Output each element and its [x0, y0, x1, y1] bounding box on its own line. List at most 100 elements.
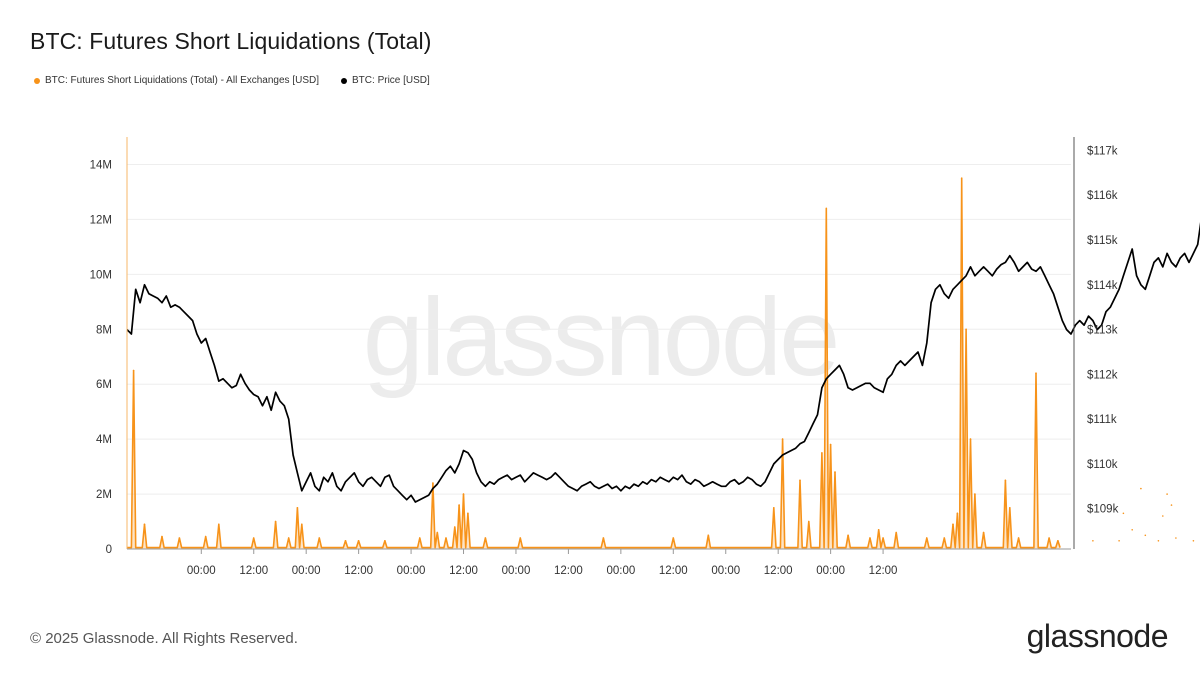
- x-tick-label: 12:00: [869, 565, 898, 577]
- liquidation-spike-point: [943, 537, 946, 539]
- price-point: [760, 485, 762, 487]
- price-point: [253, 394, 255, 395]
- price-point: [1031, 268, 1033, 270]
- price-point: [795, 447, 797, 449]
- liquidation-spike-point: [301, 523, 303, 526]
- price-point: [900, 360, 902, 362]
- price-point: [1166, 252, 1168, 254]
- legend-item-liquidations[interactable]: BTC: Futures Short Liquidations (Total) …: [34, 75, 319, 86]
- price-point: [318, 490, 320, 492]
- price-point: [362, 485, 364, 487]
- y-right-tick-label: $113k: [1087, 325, 1118, 337]
- liquidation-spike-point: [1017, 537, 1020, 539]
- price-point: [441, 476, 443, 478]
- liquidation-spike-point: [318, 537, 321, 539]
- liquidation-spike-point: [773, 507, 775, 509]
- price-point: [1144, 288, 1146, 290]
- price-point: [725, 485, 727, 487]
- price-point: [873, 387, 875, 389]
- liquidation-spike-point: [1175, 537, 1177, 539]
- price-point: [183, 311, 185, 313]
- price-point: [1118, 288, 1120, 290]
- y-right-tick-label: $117k: [1087, 145, 1118, 157]
- price-point: [471, 458, 473, 460]
- liquidation-area: [127, 178, 1061, 549]
- price-point: [589, 481, 591, 483]
- x-tick-label: 12:00: [659, 565, 688, 577]
- price-point: [178, 306, 180, 308]
- y-left-tick-label: 4M: [96, 434, 112, 446]
- liquidation-spike-point: [1192, 540, 1195, 542]
- y-left-tick-label: 2M: [96, 489, 112, 501]
- y-left-tick-label: 10M: [90, 269, 112, 281]
- liquidation-spike-point: [1057, 540, 1059, 542]
- price-point: [585, 483, 587, 485]
- price-point: [419, 499, 421, 501]
- price-point: [1136, 275, 1138, 277]
- price-point: [187, 315, 189, 317]
- price-series: [126, 221, 1200, 503]
- price-point: [410, 494, 412, 496]
- price-point: [764, 481, 766, 483]
- price-point: [921, 364, 923, 366]
- price-point: [515, 476, 517, 478]
- price-point: [550, 476, 552, 478]
- chart-plot[interactable]: glassnode 0 2M 4M 6M 8M 10M 12M 14M $109k $110k $1…: [0, 0, 1200, 600]
- y-right-tick-label: $110k: [1087, 459, 1118, 471]
- liquidation-spike-point: [357, 540, 360, 542]
- x-tick-label: 00:00: [292, 565, 321, 577]
- liquidation-spike-point: [672, 537, 675, 539]
- price-point: [948, 297, 950, 299]
- price-point: [707, 483, 709, 485]
- price-point: [1096, 329, 1098, 331]
- price-point: [458, 463, 460, 465]
- price-point: [1175, 266, 1177, 268]
- price-point: [506, 474, 508, 476]
- price-point: [161, 302, 163, 304]
- liquidation-spike-point: [519, 537, 522, 539]
- price-point: [192, 320, 194, 322]
- y-right-tick-label: $116k: [1087, 190, 1118, 202]
- liquidation-spike-point: [287, 537, 290, 539]
- price-point: [803, 441, 805, 442]
- y-left-tick-label: 8M: [96, 324, 112, 336]
- price-point: [825, 378, 827, 380]
- y-right-tick-label: $114k: [1087, 280, 1118, 292]
- price-point: [541, 476, 543, 478]
- price-point: [838, 364, 840, 366]
- price-point: [240, 373, 242, 375]
- liquidation-spike-point: [1157, 540, 1160, 542]
- price-point: [218, 380, 220, 382]
- liquidation-line: [127, 177, 1061, 549]
- liquidation-spike-point: [296, 507, 299, 509]
- liquidation-spike-point: [1122, 512, 1125, 515]
- price-point: [296, 472, 298, 474]
- price-point: [720, 485, 722, 487]
- price-point: [1088, 315, 1089, 317]
- glassnode-logo[interactable]: glassnode: [1026, 618, 1169, 654]
- price-point: [292, 454, 294, 456]
- price-point: [891, 373, 893, 375]
- liquidation-spike-point: [1166, 493, 1168, 495]
- price-point: [554, 472, 556, 474]
- price-point: [432, 488, 434, 489]
- price-point: [935, 288, 936, 290]
- liquidation-spike-point: [436, 531, 439, 534]
- liquidation-spike-point: [1118, 540, 1120, 542]
- liquidation-series: [127, 177, 1195, 549]
- price-point: [594, 485, 596, 487]
- price-point: [174, 304, 176, 306]
- price-point: [358, 481, 360, 483]
- copyright-text: © 2025 Glassnode. All Rights Reserved.: [30, 630, 298, 647]
- price-point: [498, 479, 499, 481]
- price-point: [336, 485, 338, 487]
- price-point: [926, 342, 928, 344]
- price-point: [734, 479, 735, 481]
- liquidation-spike-point: [384, 540, 386, 542]
- liquidation-spike-point: [274, 520, 277, 523]
- price-point: [602, 485, 604, 487]
- price-point: [777, 458, 779, 460]
- price-point: [869, 382, 871, 384]
- price-point: [830, 373, 832, 375]
- legend-item-price[interactable]: BTC: Price [USD]: [341, 75, 430, 86]
